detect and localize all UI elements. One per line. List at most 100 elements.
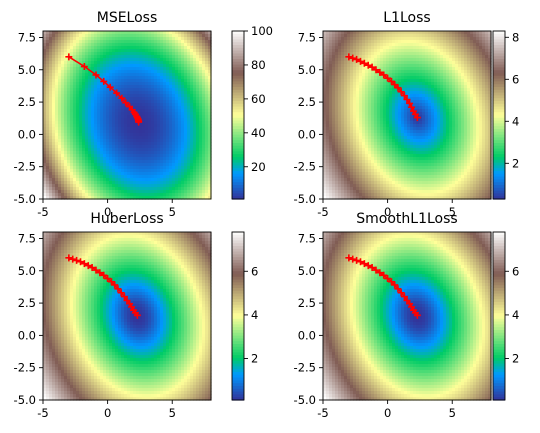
heatmap-cell [353,106,357,110]
colorbar-segment [232,129,244,133]
heatmap-cell [166,88,170,92]
heatmap-cell [202,172,206,176]
heatmap-cell [326,166,330,170]
heatmap-cell [67,151,71,155]
heatmap-cell [359,130,363,134]
heatmap-cell [130,97,134,101]
heatmap-cell [350,94,354,98]
heatmap-cell [175,145,179,149]
heatmap-cell [118,34,122,38]
heatmap-cell [79,52,83,56]
heatmap-cell [359,124,363,128]
heatmap-cell [332,85,336,89]
heatmap-cell [100,193,104,197]
heatmap-cell [46,193,50,197]
heatmap-cell [356,106,360,110]
heatmap-cell [97,52,101,56]
heatmap-cell [67,142,71,146]
heatmap-cell [335,121,339,125]
heatmap-cell [350,163,354,167]
heatmap-cell [52,190,56,194]
heatmap-cell [166,109,170,113]
heatmap-cell [70,79,74,83]
heatmap-cell [85,142,89,146]
heatmap-cell [70,181,74,185]
heatmap-cell [341,106,345,110]
heatmap-cell [67,37,71,41]
heatmap-cell [115,61,119,65]
heatmap-cell [344,121,348,125]
heatmap-cell [338,136,342,140]
heatmap-cell [332,193,336,197]
heatmap-cell [326,187,330,191]
heatmap-cell [127,40,131,44]
heatmap-cell [196,82,200,86]
heatmap-cell [151,184,155,188]
heatmap-cell [94,121,98,125]
heatmap-cell [49,79,53,83]
heatmap-cell [178,97,182,101]
heatmap-cell [199,70,203,74]
heatmap-cell [338,115,342,119]
heatmap-cell [172,79,176,83]
heatmap-cell [124,64,128,68]
heatmap-cell [55,148,59,152]
heatmap-cell [52,154,56,158]
heatmap-cell [118,76,122,80]
heatmap-cell [133,196,137,200]
heatmap-cell [139,184,143,188]
heatmap-cell [46,145,50,149]
heatmap-cell [94,118,98,122]
heatmap-cell [124,40,128,44]
heatmap-cell [148,154,152,158]
heatmap-cell [49,157,53,161]
heatmap-cell [199,175,203,179]
heatmap-cell [193,184,197,188]
heatmap-cell [365,76,369,80]
heatmap-cell [163,151,167,155]
heatmap-cell [130,82,134,86]
heatmap-cell [338,163,342,167]
heatmap-cell [103,100,107,104]
heatmap-cell [338,43,342,47]
heatmap-cell [359,94,363,98]
heatmap-cell [205,115,209,119]
heatmap-cell [362,91,366,95]
heatmap-cell [79,163,83,167]
heatmap-cell [64,109,68,113]
heatmap-cell [97,82,101,86]
heatmap-cell [338,196,342,200]
heatmap-cell [91,193,95,197]
heatmap-cell [350,160,354,164]
heatmap-cell [49,178,53,182]
heatmap-cell [178,166,182,170]
heatmap-cell [172,127,176,131]
heatmap-cell [329,34,333,38]
heatmap-cell [49,64,53,68]
heatmap-cell [362,34,366,38]
colorbar-segment [232,81,244,85]
heatmap-cell [205,157,209,161]
heatmap-cell [178,52,182,56]
heatmap-cell [169,94,173,98]
heatmap-cell [94,82,98,86]
heatmap-cell [353,172,357,176]
heatmap-cell [64,61,68,65]
heatmap-cell [205,130,209,134]
heatmap-cell [178,64,182,68]
heatmap-cell [166,100,170,104]
heatmap-cell [199,124,203,128]
heatmap-cell [88,166,92,170]
heatmap-cell [365,160,369,164]
heatmap-cell [157,112,161,116]
heatmap-cell [160,184,164,188]
heatmap-cell [163,34,167,38]
heatmap-cell [88,196,92,200]
heatmap-cell [368,100,372,104]
heatmap-cell [368,112,372,116]
heatmap-cell [151,40,155,44]
heatmap-cell [175,121,179,125]
heatmap-cell [148,193,152,197]
heatmap-cell [350,115,354,119]
heatmap-cell [79,124,83,128]
